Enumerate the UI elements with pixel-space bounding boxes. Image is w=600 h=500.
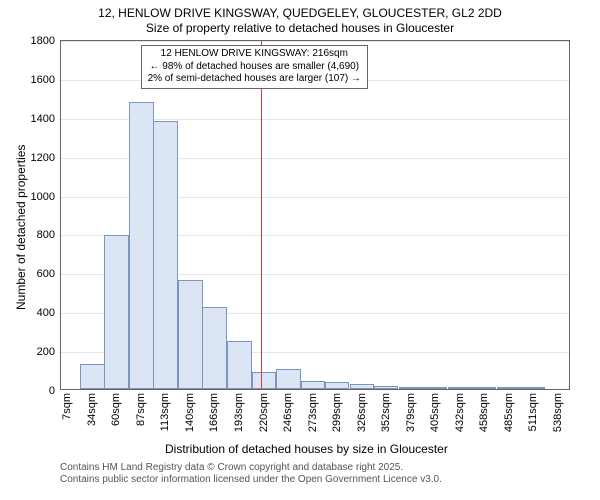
- histogram-bar: [178, 280, 202, 389]
- histogram-bar: [350, 384, 374, 389]
- ytick-label: 0: [49, 385, 55, 397]
- annotation-line-2: ← 98% of detached houses are smaller (4,…: [150, 61, 360, 72]
- ytick-label: 1200: [31, 152, 55, 164]
- histogram-bar: [301, 381, 325, 389]
- title-line-1: 12, HENLOW DRIVE KINGSWAY, QUEDGELEY, GL…: [98, 6, 502, 20]
- xtick-label: 220sqm: [258, 393, 270, 432]
- xtick-label: 193sqm: [233, 393, 245, 432]
- histogram-bar: [202, 307, 226, 389]
- histogram-bar: [276, 369, 300, 389]
- histogram-bar: [227, 341, 251, 389]
- y-axis-label: Number of detached properties: [14, 145, 28, 310]
- xtick-label: 273sqm: [307, 393, 319, 432]
- ytick-label: 400: [37, 307, 55, 319]
- histogram-bar: [325, 382, 349, 389]
- ytick-label: 800: [37, 229, 55, 241]
- gridline: [61, 41, 569, 42]
- xtick-label: 60sqm: [110, 393, 122, 426]
- title-line-2: Size of property relative to detached ho…: [146, 21, 454, 35]
- footer-line-2: Contains public sector information licen…: [60, 474, 442, 485]
- ytick-label: 1400: [31, 113, 55, 125]
- histogram-bar: [374, 386, 398, 389]
- annotation-box: 12 HENLOW DRIVE KINGSWAY: 216sqm ← 98% of…: [141, 45, 368, 89]
- ytick-label: 200: [37, 346, 55, 358]
- xtick-label: 485sqm: [503, 393, 515, 432]
- ytick-label: 1800: [31, 35, 55, 47]
- histogram-bar: [497, 387, 521, 389]
- xtick-label: 299sqm: [331, 393, 343, 432]
- histogram-bar: [423, 387, 447, 389]
- xtick-label: 246sqm: [282, 393, 294, 432]
- chart-title: 12, HENLOW DRIVE KINGSWAY, QUEDGELEY, GL…: [0, 0, 600, 36]
- annotation-line-1: 12 HENLOW DRIVE KINGSWAY: 216sqm: [161, 48, 348, 59]
- histogram-bar: [521, 387, 545, 389]
- ytick-label: 1600: [31, 74, 55, 86]
- xtick-label: 34sqm: [86, 393, 98, 426]
- xtick-label: 432sqm: [454, 393, 466, 432]
- histogram-bar: [80, 364, 104, 389]
- reference-line: [261, 41, 262, 389]
- xtick-label: 166sqm: [208, 393, 220, 432]
- xtick-label: 511sqm: [527, 393, 539, 431]
- xtick-label: 7sqm: [61, 393, 73, 420]
- histogram-bar: [153, 121, 177, 389]
- annotation-line-3: 2% of semi-detached houses are larger (1…: [148, 73, 361, 84]
- histogram-bar: [448, 387, 472, 389]
- plot-area: 0200400600800100012001400160018007sqm34s…: [60, 40, 570, 390]
- histogram-bar: [129, 102, 153, 389]
- xtick-label: 405sqm: [429, 393, 441, 432]
- ytick-label: 1000: [31, 191, 55, 203]
- xtick-label: 352sqm: [380, 393, 392, 432]
- histogram-bar: [252, 372, 276, 390]
- histogram-bar: [399, 387, 423, 389]
- x-axis-label: Distribution of detached houses by size …: [165, 442, 448, 456]
- xtick-label: 113sqm: [159, 393, 171, 431]
- footer-line-1: Contains HM Land Registry data © Crown c…: [60, 462, 403, 473]
- histogram-bar: [472, 387, 496, 389]
- histogram-bar: [104, 235, 128, 389]
- ytick-label: 600: [37, 268, 55, 280]
- xtick-label: 538sqm: [552, 393, 564, 432]
- xtick-label: 326sqm: [356, 393, 368, 432]
- xtick-label: 87sqm: [135, 393, 147, 426]
- footer-attribution: Contains HM Land Registry data © Crown c…: [60, 462, 442, 486]
- xtick-label: 379sqm: [405, 393, 417, 432]
- xtick-label: 458sqm: [478, 393, 490, 432]
- xtick-label: 140sqm: [184, 393, 196, 432]
